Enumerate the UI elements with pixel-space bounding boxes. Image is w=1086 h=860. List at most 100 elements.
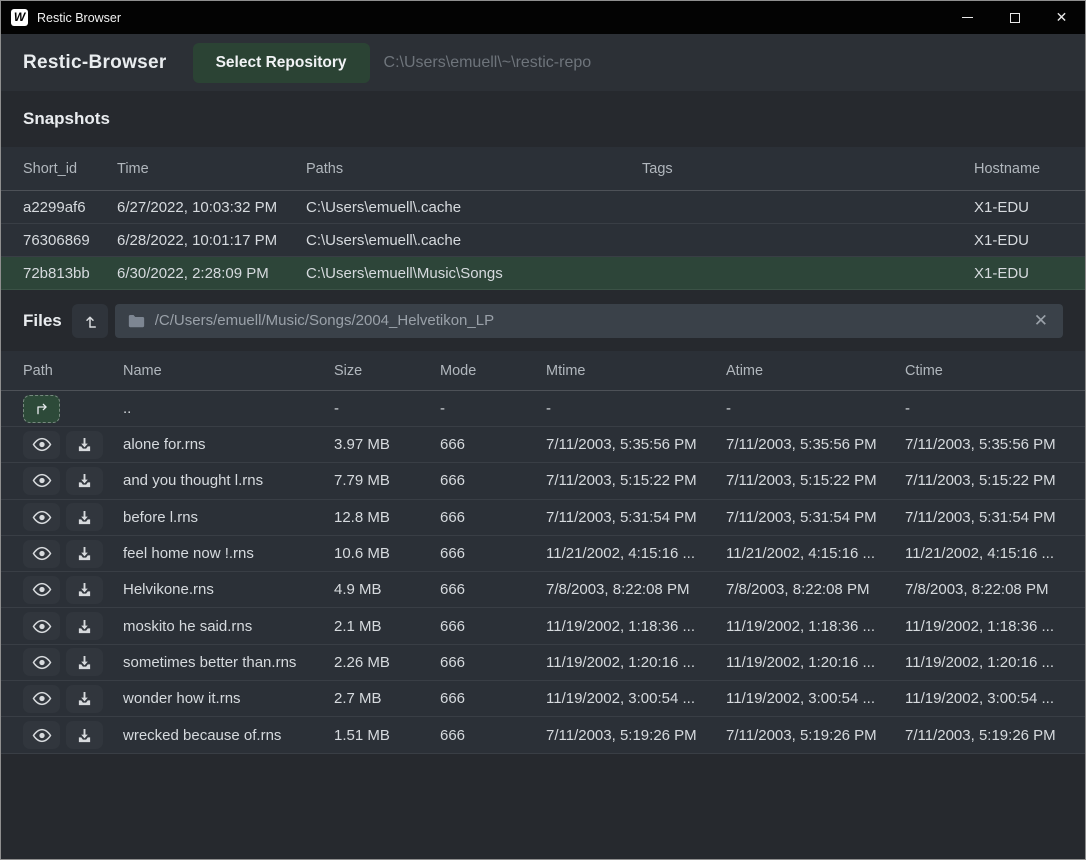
folder-icon xyxy=(128,314,145,328)
snapshots-column-header: Short_id xyxy=(23,160,78,177)
file-atime: 11/21/2002, 4:15:16 ... xyxy=(726,545,876,563)
preview-file-button[interactable] xyxy=(23,612,60,641)
eye-icon xyxy=(32,619,52,634)
file-mode: 666 xyxy=(440,617,466,635)
snapshot-time: 6/30/2022, 2:28:09 PM xyxy=(117,264,269,282)
file-ctime: 7/8/2003, 8:22:08 PM xyxy=(905,581,1049,599)
select-repository-button[interactable]: Select Repository xyxy=(192,42,370,83)
file-mode: - xyxy=(440,400,445,417)
minimize-icon xyxy=(962,17,973,18)
download-icon xyxy=(77,546,92,561)
file-ctime: - xyxy=(905,400,910,417)
minimize-button[interactable] xyxy=(944,1,991,34)
download-file-button[interactable] xyxy=(66,648,103,677)
files-column-header: Mtime xyxy=(546,362,586,379)
preview-file-button[interactable] xyxy=(23,503,60,532)
file-mode: 666 xyxy=(440,508,466,526)
window-title: Restic Browser xyxy=(37,10,122,25)
snapshot-row[interactable]: 72b813bb 6/30/2022, 2:28:09 PM C:\Users\… xyxy=(1,257,1085,290)
file-mtime: 7/11/2003, 5:15:22 PM xyxy=(546,472,697,490)
snapshot-paths: C:\Users\emuell\Music\Songs xyxy=(306,264,503,282)
file-size: - xyxy=(334,400,339,417)
download-file-button[interactable] xyxy=(66,503,103,532)
snapshots-title: Snapshots xyxy=(23,109,110,128)
preview-file-button[interactable] xyxy=(23,575,60,604)
preview-file-button[interactable] xyxy=(23,721,60,750)
file-size: 3.97 MB xyxy=(334,436,390,454)
snapshot-row[interactable]: 76306869 6/28/2022, 10:01:17 PM C:\Users… xyxy=(1,224,1085,257)
snapshot-hostname: X1-EDU xyxy=(974,264,1030,282)
preview-file-button[interactable] xyxy=(23,430,60,459)
snapshots-table-body: a2299af6 6/27/2022, 10:03:32 PM C:\Users… xyxy=(1,191,1085,290)
snapshots-table: Short_id Time Paths Tags Hostname a2299a… xyxy=(1,147,1085,290)
file-mtime: 7/11/2003, 5:35:56 PM xyxy=(546,436,697,454)
clear-path-button[interactable]: ✕ xyxy=(1033,311,1048,330)
files-column-header: Name xyxy=(123,362,162,379)
maximize-icon xyxy=(1009,12,1020,23)
file-size: 2.1 MB xyxy=(334,617,382,635)
files-column-header: Atime xyxy=(726,362,764,379)
file-mtime: 11/19/2002, 3:00:54 ... xyxy=(546,690,696,708)
file-atime: 7/11/2003, 5:35:56 PM xyxy=(726,436,877,454)
download-icon xyxy=(77,437,92,452)
eye-icon xyxy=(32,510,52,525)
file-atime: 7/11/2003, 5:31:54 PM xyxy=(726,508,877,526)
eye-icon xyxy=(32,691,52,706)
preview-file-button[interactable] xyxy=(23,539,60,568)
files-column-header: Mode xyxy=(440,362,477,379)
file-atime: 7/11/2003, 5:15:22 PM xyxy=(726,472,877,490)
file-name: alone for.rns xyxy=(123,436,206,454)
download-file-button[interactable] xyxy=(66,684,103,713)
download-file-button[interactable] xyxy=(66,612,103,641)
snapshots-column-header: Time xyxy=(117,160,149,177)
file-mtime: 11/19/2002, 1:18:36 ... xyxy=(546,617,696,635)
snapshot-row[interactable]: a2299af6 6/27/2022, 10:03:32 PM C:\Users… xyxy=(1,191,1085,224)
file-ctime: 11/19/2002, 3:00:54 ... xyxy=(905,690,1055,708)
download-file-button[interactable] xyxy=(66,466,103,495)
preview-file-button[interactable] xyxy=(23,648,60,677)
file-atime: 7/11/2003, 5:19:26 PM xyxy=(726,726,877,744)
files-title: Files xyxy=(23,310,62,330)
preview-file-button[interactable] xyxy=(23,466,60,495)
download-icon xyxy=(77,655,92,670)
snapshots-column-header: Paths xyxy=(306,160,344,177)
file-mode: 666 xyxy=(440,653,466,671)
file-atime: 7/8/2003, 8:22:08 PM xyxy=(726,581,870,599)
go-up-directory-button[interactable] xyxy=(23,394,60,423)
download-file-button[interactable] xyxy=(66,539,103,568)
files-path-input[interactable]: /C/Users/emuell/Music/Songs/2004_Helveti… xyxy=(114,303,1063,338)
download-file-button[interactable] xyxy=(66,575,103,604)
snapshots-section-header: Snapshots xyxy=(1,91,1085,147)
file-mtime: 11/19/2002, 1:20:16 ... xyxy=(546,653,696,671)
file-name: feel home now !.rns xyxy=(123,545,254,563)
download-file-button[interactable] xyxy=(66,721,103,750)
snapshot-short-id: 76306869 xyxy=(23,231,90,249)
preview-file-button[interactable] xyxy=(23,684,60,713)
files-column-header: Path xyxy=(23,362,53,379)
titlebar: W Restic Browser ✕ xyxy=(1,1,1085,34)
file-ctime: 11/21/2002, 4:15:16 ... xyxy=(905,545,1055,563)
file-ctime: 11/19/2002, 1:20:16 ... xyxy=(905,653,1055,671)
files-section-header: Files /C/Users/emuell/Music/Songs/2004_H… xyxy=(1,290,1085,351)
file-mode: 666 xyxy=(440,545,466,563)
snapshot-time: 6/28/2022, 10:01:17 PM xyxy=(117,231,278,249)
file-row: feel home now !.rns 10.6 MB 666 11/21/20… xyxy=(1,536,1085,573)
file-row: wrecked because of.rns 1.51 MB 666 7/11/… xyxy=(1,717,1085,754)
maximize-button[interactable] xyxy=(991,1,1038,34)
download-icon xyxy=(77,691,92,706)
root-level-button[interactable] xyxy=(71,303,108,338)
download-icon xyxy=(77,619,92,634)
file-ctime: 11/19/2002, 1:18:36 ... xyxy=(905,617,1055,635)
close-button[interactable]: ✕ xyxy=(1038,1,1085,34)
file-size: 12.8 MB xyxy=(334,508,390,526)
download-file-button[interactable] xyxy=(66,430,103,459)
file-name: .. xyxy=(123,400,132,417)
snapshot-short-id: 72b813bb xyxy=(23,264,90,282)
file-size: 2.26 MB xyxy=(334,653,390,671)
file-row: Helvikone.rns 4.9 MB 666 7/8/2003, 8:22:… xyxy=(1,572,1085,609)
file-mode: 666 xyxy=(440,690,466,708)
file-mtime: 7/11/2003, 5:19:26 PM xyxy=(546,726,697,744)
file-mtime: 11/21/2002, 4:15:16 ... xyxy=(546,545,696,563)
repository-path-field[interactable]: C:\Users\emuell\~\restic-repo xyxy=(383,53,592,71)
snapshot-short-id: a2299af6 xyxy=(23,198,86,216)
